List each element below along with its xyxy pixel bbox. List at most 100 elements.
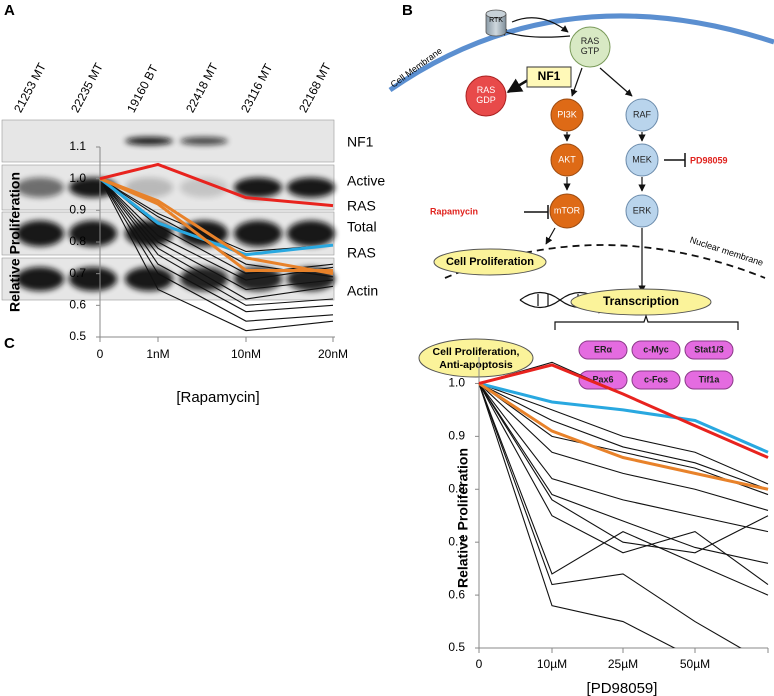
- arrow: [511, 17, 569, 33]
- blot-band: [287, 177, 335, 198]
- series-line: [99, 178, 334, 313]
- targets: ERα c-Myc Stat1/3 Pax6 c-Fos Tif1a: [578, 340, 734, 390]
- series-line: [99, 162, 334, 208]
- row-label: NF1: [347, 134, 374, 150]
- transcription: [570, 288, 712, 316]
- blot-band: [125, 137, 173, 145]
- series-line: [99, 178, 334, 253]
- series-line: [478, 382, 769, 491]
- node: [625, 194, 659, 228]
- x-tick-label: 25µM: [608, 657, 638, 671]
- blot-band: [125, 267, 173, 291]
- series-line: [99, 178, 334, 281]
- series-line: [478, 383, 769, 511]
- blot-band: [180, 137, 228, 145]
- target-pill: [578, 340, 628, 360]
- node: [550, 143, 584, 177]
- blot-band: [180, 267, 228, 291]
- row-label: Actin: [347, 283, 378, 299]
- x-tick-label: 10nM: [231, 347, 261, 361]
- series-line: [478, 383, 769, 585]
- series-line: [99, 178, 334, 300]
- target-label: Tif1a: [699, 374, 721, 384]
- lane-label: 23116 MT: [238, 61, 276, 115]
- target-label: c-Myc: [643, 344, 669, 354]
- series-line: [478, 383, 769, 564]
- y-tick-label: 0.8: [69, 234, 86, 248]
- outcome: [418, 338, 534, 378]
- blot-band: [287, 220, 335, 247]
- cell-membrane: [388, 13, 774, 93]
- node-label: RAS GTP: [581, 36, 600, 56]
- x-tick-label: 0: [476, 657, 483, 671]
- rtk: RTK: [485, 9, 507, 37]
- x-tick-label: 50µM: [680, 657, 710, 671]
- blot-band: [234, 177, 282, 198]
- row-label: Active: [347, 173, 385, 189]
- blot-band: [234, 220, 282, 247]
- node-label: AKT: [558, 154, 576, 164]
- node: [625, 143, 659, 177]
- lane-label: 19160 BT: [124, 62, 161, 115]
- x-axis-label: [PD98059]: [587, 680, 658, 696]
- target-pill: [631, 340, 681, 360]
- row-label: RAS: [347, 245, 376, 261]
- lane-label: 21253 MT: [11, 60, 49, 115]
- y-tick-label: 0.6: [69, 298, 86, 312]
- series-line: [478, 363, 769, 459]
- inhibitor-label: Rapamycin: [430, 206, 478, 216]
- node-label-line: RAS: [477, 85, 496, 95]
- target-pill: [684, 340, 734, 360]
- brace: [554, 314, 739, 330]
- arrow: [506, 78, 529, 94]
- node-label: RAF: [633, 109, 652, 119]
- node-label: PI3K: [557, 109, 577, 119]
- node-label: RAS GDP: [476, 85, 496, 105]
- x-tick-label: 1nM: [146, 347, 169, 361]
- inhibition: [664, 153, 686, 167]
- transcription-label: Transcription: [603, 294, 679, 308]
- panel-label: B: [402, 2, 413, 19]
- x-axis-label: [Rapamycin]: [176, 389, 259, 406]
- node-label: RTK: [489, 17, 503, 24]
- y-tick-label: 0.5: [448, 640, 465, 654]
- blot-band: [180, 177, 228, 198]
- node-label: NF1: [538, 69, 561, 83]
- blot-band: [125, 177, 173, 198]
- target-pill: [578, 370, 628, 390]
- outcome-label: Cell Proliferation, Anti-apoptosis: [433, 346, 520, 371]
- series-line: [478, 383, 676, 648]
- series-line: [478, 383, 769, 554]
- node: [625, 98, 659, 132]
- y-tick-label: 0.8: [448, 481, 465, 495]
- y-axis-label: Relative Proliferation: [7, 172, 23, 312]
- panel-label: C: [4, 335, 15, 352]
- lane-label: 22168 MT: [296, 60, 334, 115]
- x-tick-label: 0: [97, 347, 104, 361]
- node-label: ERK: [633, 205, 652, 215]
- target-label: c-Fos: [644, 374, 668, 384]
- blot-band: [16, 177, 64, 198]
- lane-label: 22235 MT: [68, 60, 106, 115]
- x-tick-label: 10µM: [537, 657, 567, 671]
- inhibition: [524, 205, 549, 219]
- nuclear-membrane-label: Nuclear membrane: [689, 235, 765, 268]
- x-tick-label: 20nM: [318, 347, 348, 361]
- series-line: [478, 383, 769, 496]
- series-line: [478, 382, 769, 454]
- membrane-label: Cell Membrane: [389, 46, 444, 90]
- y-tick-label: 1.0: [448, 376, 465, 390]
- arrow: [570, 67, 583, 97]
- y-tick-label: 0.7: [69, 266, 86, 280]
- node-label-line: GTP: [581, 46, 600, 56]
- series-line: [99, 177, 334, 276]
- charts: 0.5 0.6 0.7 0.8 0.9 1.0 1.1 0 1nM 10nM 20nM [Rapamy…: [7, 139, 769, 696]
- y-tick-label: 0.6: [448, 587, 465, 601]
- nf1-box: [526, 66, 572, 88]
- line-chart: 0.5 0.6 0.7 0.8 0.9 1.0 0 10µM 25µM 50µM [PD98059]…: [448, 357, 769, 696]
- nuclear-membrane: [444, 244, 766, 279]
- series-line: [99, 178, 334, 291]
- blot-band: [16, 267, 64, 291]
- y-tick-label: 0.7: [448, 534, 465, 548]
